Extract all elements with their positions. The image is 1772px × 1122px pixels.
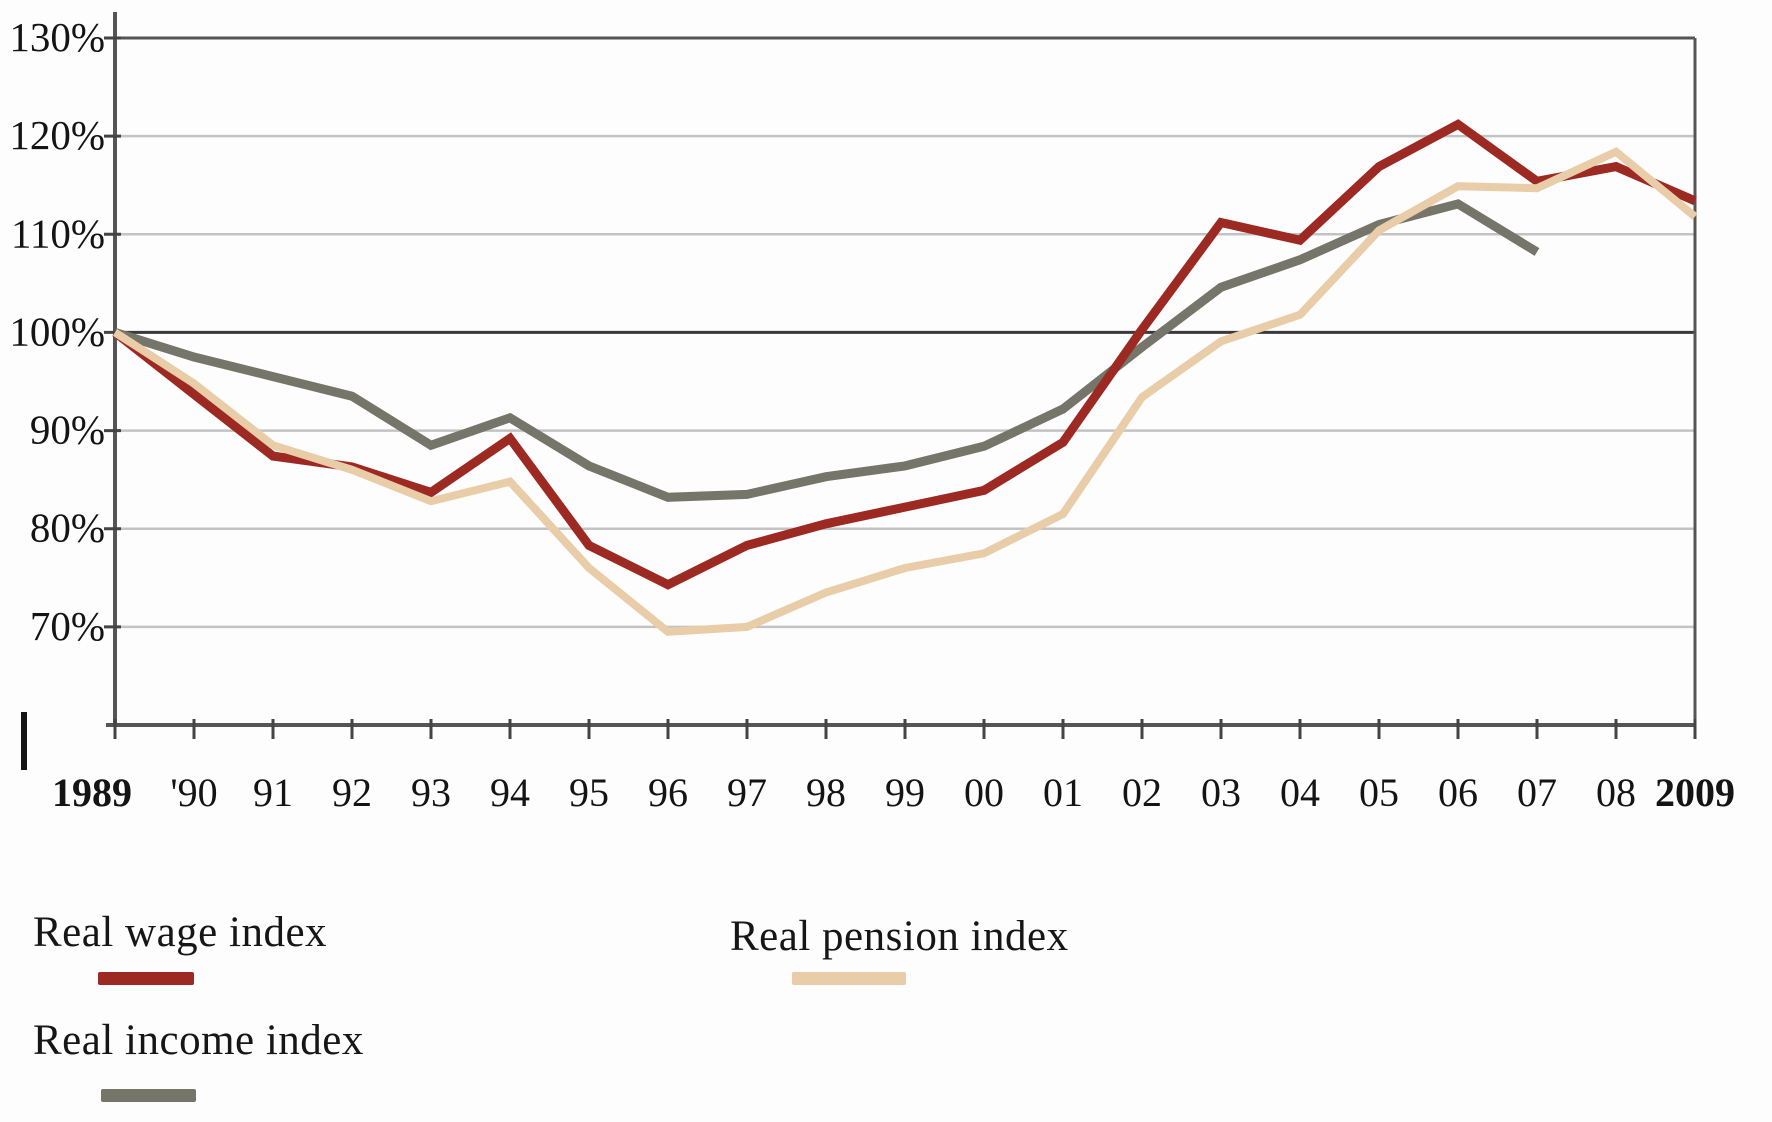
svg-text:97: 97 xyxy=(727,770,767,815)
svg-text:01: 01 xyxy=(1043,770,1083,815)
svg-text:06: 06 xyxy=(1438,770,1478,815)
svg-text:1989: 1989 xyxy=(52,770,132,815)
svg-text:90%: 90% xyxy=(30,407,105,453)
legend-swatch-real-income-index xyxy=(101,1089,196,1102)
svg-text:120%: 120% xyxy=(9,112,105,158)
svg-text:00: 00 xyxy=(964,770,1004,815)
svg-text:80%: 80% xyxy=(30,505,105,551)
svg-text:04: 04 xyxy=(1280,770,1320,815)
svg-text:98: 98 xyxy=(806,770,846,815)
svg-text:92: 92 xyxy=(332,770,372,815)
svg-text:'90: '90 xyxy=(170,770,217,815)
svg-text:07: 07 xyxy=(1517,770,1557,815)
svg-text:2009: 2009 xyxy=(1655,770,1735,815)
svg-text:08: 08 xyxy=(1596,770,1636,815)
svg-text:99: 99 xyxy=(885,770,925,815)
legend-swatch-real-pension-index xyxy=(792,972,906,985)
line-chart-canvas: 130% 120% 110% 100% 90% 80% 70% 1989 '90 91 92 93 94… xyxy=(9,12,1735,815)
svg-text:95: 95 xyxy=(569,770,609,815)
line-chart: 130% 120% 110% 100% 90% 80% 70% 1989 '90 91 92 93 94… xyxy=(9,12,1735,815)
svg-text:02: 02 xyxy=(1122,770,1162,815)
legend-swatch-real-wage-index xyxy=(98,972,194,985)
svg-text:110%: 110% xyxy=(11,210,105,256)
legend-label-real-pension-index: Real pension index xyxy=(730,913,1069,960)
left-margin-tick-mark xyxy=(21,712,27,770)
svg-text:70%: 70% xyxy=(30,603,105,649)
svg-text:100%: 100% xyxy=(9,308,105,354)
svg-text:05: 05 xyxy=(1359,770,1399,815)
svg-text:93: 93 xyxy=(411,770,451,815)
legend-label-real-wage-index: Real wage index xyxy=(33,909,328,956)
legend-label-real-income-index: Real income index xyxy=(33,1017,364,1064)
svg-text:91: 91 xyxy=(253,770,293,815)
svg-text:96: 96 xyxy=(648,770,688,815)
svg-text:03: 03 xyxy=(1201,770,1241,815)
svg-text:130%: 130% xyxy=(9,14,105,60)
svg-text:94: 94 xyxy=(490,770,530,815)
